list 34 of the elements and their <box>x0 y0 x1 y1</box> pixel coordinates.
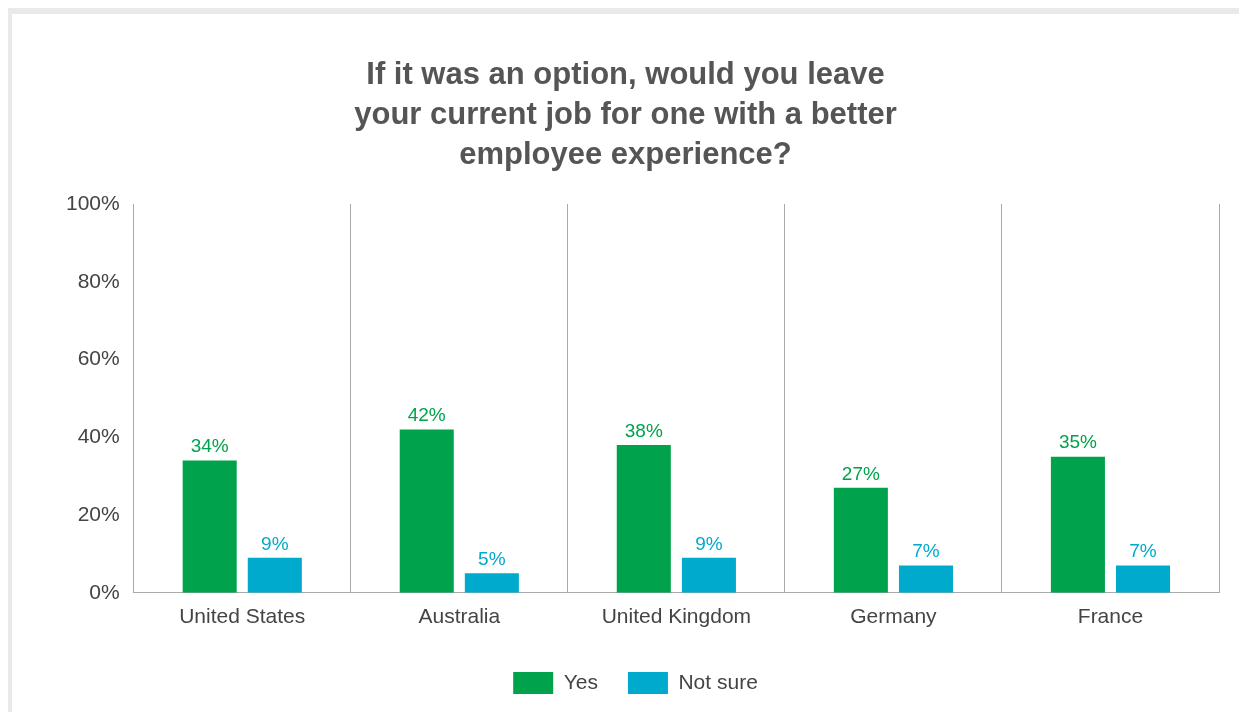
data-label: 5% <box>478 548 506 570</box>
bar <box>1116 565 1171 593</box>
bar <box>399 429 454 593</box>
legend-label: Yes <box>563 669 598 693</box>
bar <box>464 573 519 593</box>
data-label: 38% <box>624 419 663 441</box>
data-label: 27% <box>841 462 880 484</box>
bar <box>247 557 302 593</box>
x-tick-label: France <box>1077 604 1144 628</box>
data-label: 7% <box>912 540 940 562</box>
data-label: 9% <box>261 532 289 554</box>
data-label: 35% <box>1058 431 1098 453</box>
legend-label: Not sure <box>678 669 758 693</box>
x-tick-label: United States <box>179 604 306 628</box>
y-tick-label: 40% <box>77 424 120 448</box>
bar <box>681 557 736 593</box>
bar <box>898 565 953 593</box>
x-tick-label: Australia <box>418 604 501 628</box>
data-label: 42% <box>407 404 446 426</box>
y-tick-label: 20% <box>77 501 120 525</box>
y-tick-label: 60% <box>77 346 120 370</box>
data-label: 34% <box>190 435 229 457</box>
bar <box>616 445 671 593</box>
y-tick-label: 100% <box>65 190 120 214</box>
chart-title: If it was an option, would you leave your current job for one with a better employee experience? <box>353 55 898 173</box>
y-tick-label: 0% <box>89 579 120 603</box>
x-tick-label: Germany <box>850 604 938 628</box>
bar <box>833 487 888 593</box>
x-tick-label: United Kingdom <box>601 604 752 628</box>
data-label: 9% <box>695 532 723 554</box>
data-label: 7% <box>1129 540 1157 562</box>
bar <box>1050 456 1105 593</box>
bar <box>182 460 237 593</box>
y-tick-label: 80% <box>77 268 120 292</box>
